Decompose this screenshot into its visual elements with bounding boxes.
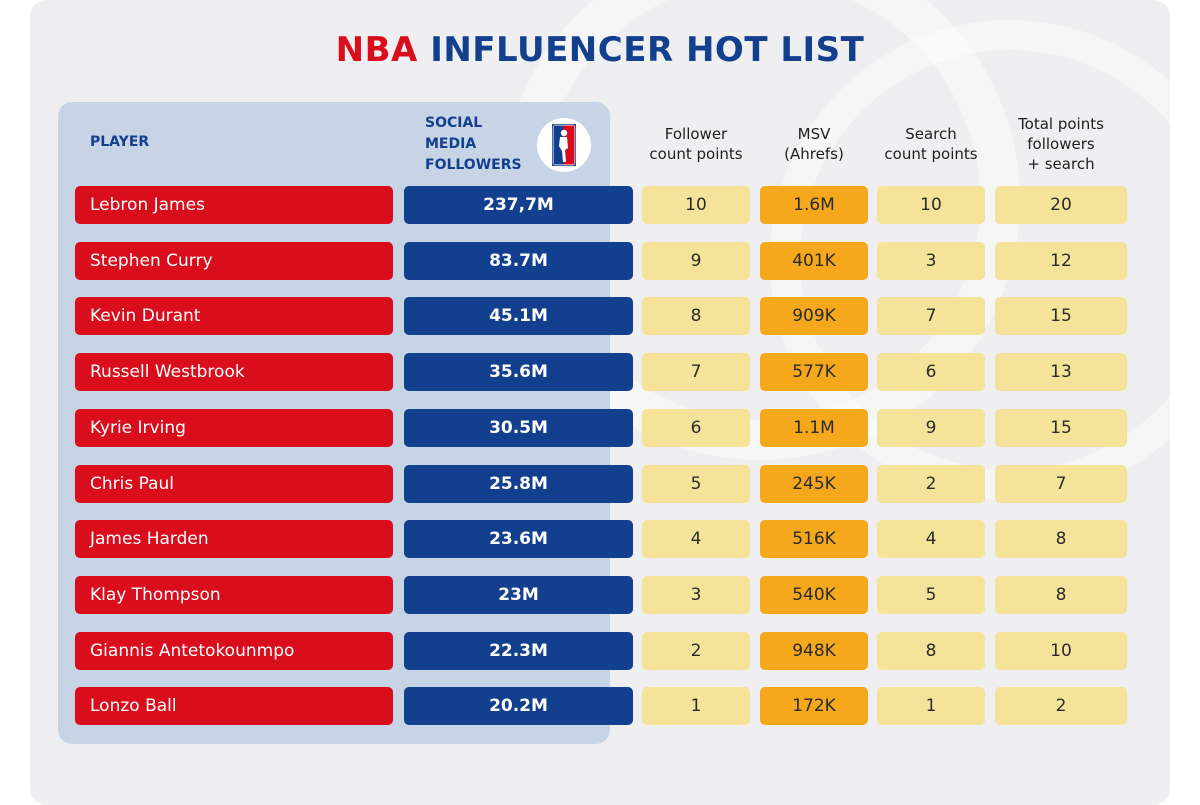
msv-cell: 948K bbox=[760, 632, 868, 670]
player-name-cell: Russell Westbrook bbox=[75, 353, 393, 391]
search-points-cell: 3 bbox=[877, 242, 985, 280]
header-line: count points bbox=[649, 145, 743, 163]
title-nba: NBA bbox=[335, 30, 418, 70]
follower-points-cell: 10 bbox=[642, 186, 750, 224]
header-line: (Ahrefs) bbox=[784, 145, 844, 163]
player-name-cell: Lonzo Ball bbox=[75, 687, 393, 725]
total-points-cell: 2 bbox=[995, 687, 1127, 725]
table-row: Stephen Curry 83.7M 9 401K 3 12 bbox=[0, 242, 1200, 282]
header-social-media-followers: SOCIAL MEDIA FOLLOWERS bbox=[425, 113, 535, 176]
search-points-cell: 6 bbox=[877, 353, 985, 391]
total-points-cell: 15 bbox=[995, 409, 1127, 447]
search-points-cell: 7 bbox=[877, 297, 985, 335]
social-followers-cell: 83.7M bbox=[404, 242, 633, 280]
header-total-points: Total points followers + search bbox=[986, 114, 1136, 174]
follower-points-cell: 3 bbox=[642, 576, 750, 614]
header-msv: MSV (Ahrefs) bbox=[754, 124, 874, 164]
msv-cell: 577K bbox=[760, 353, 868, 391]
search-points-cell: 2 bbox=[877, 465, 985, 503]
social-followers-cell: 237,7M bbox=[404, 186, 633, 224]
table-row: Lebron James 237,7M 10 1.6M 10 20 bbox=[0, 186, 1200, 226]
header-player: PLAYER bbox=[90, 134, 150, 150]
total-points-cell: 10 bbox=[995, 632, 1127, 670]
total-points-cell: 15 bbox=[995, 297, 1127, 335]
nba-logo-icon bbox=[537, 118, 591, 172]
player-name-cell: Klay Thompson bbox=[75, 576, 393, 614]
search-points-cell: 9 bbox=[877, 409, 985, 447]
header-line: MSV bbox=[797, 125, 831, 143]
social-followers-cell: 25.8M bbox=[404, 465, 633, 503]
player-name-cell: Chris Paul bbox=[75, 465, 393, 503]
social-followers-cell: 22.3M bbox=[404, 632, 633, 670]
table-row: Kyrie Irving 30.5M 6 1.1M 9 15 bbox=[0, 409, 1200, 449]
msv-cell: 1.1M bbox=[760, 409, 868, 447]
table-row: Chris Paul 25.8M 5 245K 2 7 bbox=[0, 465, 1200, 505]
search-points-cell: 1 bbox=[877, 687, 985, 725]
table-row: Klay Thompson 23M 3 540K 5 8 bbox=[0, 576, 1200, 616]
social-followers-cell: 35.6M bbox=[404, 353, 633, 391]
player-name-cell: Kyrie Irving bbox=[75, 409, 393, 447]
header-line: Total points bbox=[1018, 115, 1104, 133]
search-points-cell: 10 bbox=[877, 186, 985, 224]
follower-points-cell: 2 bbox=[642, 632, 750, 670]
social-followers-cell: 30.5M bbox=[404, 409, 633, 447]
total-points-cell: 8 bbox=[995, 520, 1127, 558]
msv-cell: 172K bbox=[760, 687, 868, 725]
header-social-line: MEDIA bbox=[425, 136, 477, 152]
follower-points-cell: 5 bbox=[642, 465, 750, 503]
header-line: + search bbox=[1027, 155, 1095, 173]
total-points-cell: 12 bbox=[995, 242, 1127, 280]
header-search-points: Search count points bbox=[871, 124, 991, 164]
header-social-line: SOCIAL bbox=[425, 115, 483, 131]
header-line: followers bbox=[1027, 135, 1095, 153]
total-points-cell: 7 bbox=[995, 465, 1127, 503]
page-title: NBA INFLUENCER HOT LIST bbox=[0, 30, 1200, 70]
player-name-cell: Giannis Antetokounmpo bbox=[75, 632, 393, 670]
msv-cell: 909K bbox=[760, 297, 868, 335]
player-name-cell: Lebron James bbox=[75, 186, 393, 224]
follower-points-cell: 9 bbox=[642, 242, 750, 280]
social-followers-cell: 45.1M bbox=[404, 297, 633, 335]
player-name-cell: Stephen Curry bbox=[75, 242, 393, 280]
player-name-cell: Kevin Durant bbox=[75, 297, 393, 335]
msv-cell: 1.6M bbox=[760, 186, 868, 224]
table-row: Kevin Durant 45.1M 8 909K 7 15 bbox=[0, 297, 1200, 337]
total-points-cell: 13 bbox=[995, 353, 1127, 391]
header-follower-points: Follower count points bbox=[636, 124, 756, 164]
follower-points-cell: 6 bbox=[642, 409, 750, 447]
msv-cell: 245K bbox=[760, 465, 868, 503]
search-points-cell: 5 bbox=[877, 576, 985, 614]
player-name-cell: James Harden bbox=[75, 520, 393, 558]
msv-cell: 401K bbox=[760, 242, 868, 280]
header-line: Follower bbox=[664, 125, 728, 143]
total-points-cell: 20 bbox=[995, 186, 1127, 224]
msv-cell: 540K bbox=[760, 576, 868, 614]
total-points-cell: 8 bbox=[995, 576, 1127, 614]
header-line: count points bbox=[884, 145, 978, 163]
follower-points-cell: 8 bbox=[642, 297, 750, 335]
table-row: James Harden 23.6M 4 516K 4 8 bbox=[0, 520, 1200, 560]
table-row: Giannis Antetokounmpo 22.3M 2 948K 8 10 bbox=[0, 632, 1200, 672]
follower-points-cell: 1 bbox=[642, 687, 750, 725]
follower-points-cell: 7 bbox=[642, 353, 750, 391]
search-points-cell: 4 bbox=[877, 520, 985, 558]
social-followers-cell: 20.2M bbox=[404, 687, 633, 725]
social-followers-cell: 23.6M bbox=[404, 520, 633, 558]
header-line: Search bbox=[905, 125, 957, 143]
table-row: Russell Westbrook 35.6M 7 577K 6 13 bbox=[0, 353, 1200, 393]
header-social-line: FOLLOWERS bbox=[425, 157, 522, 173]
table-row: Lonzo Ball 20.2M 1 172K 1 2 bbox=[0, 687, 1200, 727]
search-points-cell: 8 bbox=[877, 632, 985, 670]
title-rest: INFLUENCER HOT LIST bbox=[430, 30, 865, 70]
msv-cell: 516K bbox=[760, 520, 868, 558]
social-followers-cell: 23M bbox=[404, 576, 633, 614]
follower-points-cell: 4 bbox=[642, 520, 750, 558]
